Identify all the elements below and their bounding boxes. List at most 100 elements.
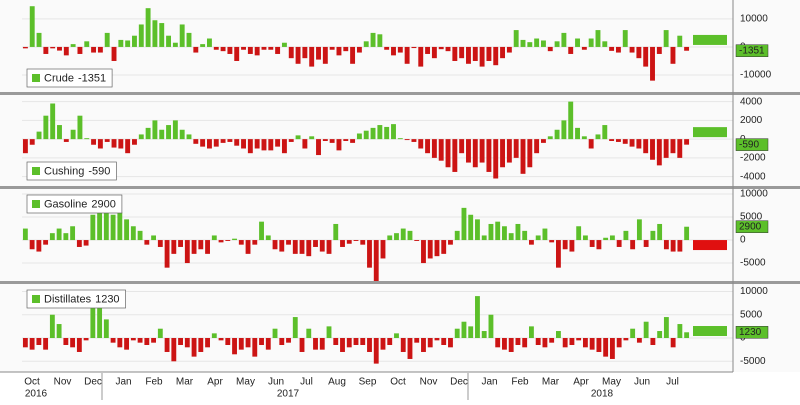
- bar: [554, 129, 560, 140]
- bar: [411, 139, 417, 142]
- y-tick-label: -5000: [740, 258, 766, 269]
- bar: [299, 240, 305, 254]
- bar: [513, 30, 519, 47]
- bar: [309, 46, 315, 67]
- bar: [218, 338, 224, 341]
- bar: [581, 136, 587, 140]
- bar: [387, 338, 393, 345]
- bar: [316, 46, 321, 60]
- x-tick-label: Apr: [573, 377, 589, 388]
- bar: [245, 338, 251, 348]
- bar: [22, 338, 28, 348]
- bar: [479, 139, 485, 163]
- legend-swatch: [32, 295, 40, 303]
- bar: [367, 240, 372, 268]
- bar: [97, 305, 103, 339]
- bar: [670, 240, 676, 252]
- bar: [225, 240, 231, 241]
- bar: [329, 46, 335, 50]
- bar: [179, 24, 185, 47]
- bar: [104, 139, 110, 142]
- bar: [302, 139, 308, 149]
- bar: [418, 139, 424, 149]
- bar: [404, 139, 410, 141]
- bar: [241, 139, 246, 149]
- y-tick-label: 10000: [740, 189, 768, 200]
- bar: [205, 240, 210, 254]
- bar: [650, 338, 656, 345]
- bar: [391, 46, 396, 56]
- bar: [616, 338, 622, 348]
- panel-separator: [0, 92, 800, 95]
- bar: [656, 46, 662, 54]
- bar: [421, 240, 426, 264]
- bar: [118, 39, 124, 47]
- bar: [319, 240, 325, 252]
- bar: [238, 240, 244, 245]
- bar: [643, 46, 649, 67]
- bar: [400, 228, 406, 241]
- bar: [84, 41, 90, 47]
- bar: [268, 139, 274, 151]
- bar: [595, 134, 601, 140]
- bar: [461, 207, 467, 241]
- bar: [137, 338, 143, 343]
- bar: [650, 46, 655, 81]
- bar: [265, 338, 271, 350]
- bar: [333, 338, 339, 345]
- bar: [650, 139, 655, 160]
- y-tick-label: 0: [740, 235, 746, 246]
- bar: [515, 223, 521, 241]
- bar: [438, 46, 444, 50]
- bar: [495, 221, 501, 241]
- bar: [643, 139, 649, 154]
- bar: [295, 135, 301, 140]
- bar: [43, 115, 49, 140]
- legend-box: [26, 194, 123, 214]
- bar: [29, 139, 35, 145]
- bar: [76, 338, 82, 352]
- bar: [275, 46, 281, 54]
- bar: [83, 240, 89, 246]
- bar: [643, 240, 649, 247]
- y-tick-label: 5000: [740, 212, 763, 223]
- last-value-tag-box: [735, 220, 769, 233]
- bar: [350, 46, 356, 64]
- bar: [414, 338, 420, 343]
- bar: [191, 338, 197, 357]
- bar: [70, 44, 76, 47]
- bar: [111, 46, 117, 61]
- x-tick-label: Oct: [390, 377, 406, 388]
- bar: [77, 46, 83, 54]
- bar: [252, 240, 258, 245]
- bar: [448, 338, 453, 348]
- bar: [427, 240, 433, 259]
- panel-separator: [0, 281, 800, 284]
- bar: [178, 338, 183, 345]
- bar: [232, 238, 237, 241]
- bar: [49, 314, 55, 339]
- bar: [656, 139, 662, 166]
- bar: [157, 328, 163, 339]
- bar: [534, 38, 540, 47]
- bar: [144, 338, 150, 345]
- bar: [575, 38, 580, 47]
- bar: [495, 338, 501, 348]
- bar: [36, 338, 42, 345]
- x-tick-label: May: [236, 377, 255, 388]
- x-tick-label: Jan: [481, 377, 497, 388]
- bar: [677, 324, 683, 339]
- bar: [157, 240, 163, 247]
- bar: [506, 139, 512, 163]
- bar: [49, 233, 55, 241]
- bar: [360, 338, 366, 345]
- bar: [623, 338, 629, 341]
- bar: [286, 338, 291, 343]
- bar: [542, 228, 548, 241]
- bar: [70, 129, 76, 140]
- bar: [63, 233, 69, 241]
- bar: [629, 139, 635, 147]
- bar: [616, 240, 622, 247]
- bar: [445, 139, 451, 168]
